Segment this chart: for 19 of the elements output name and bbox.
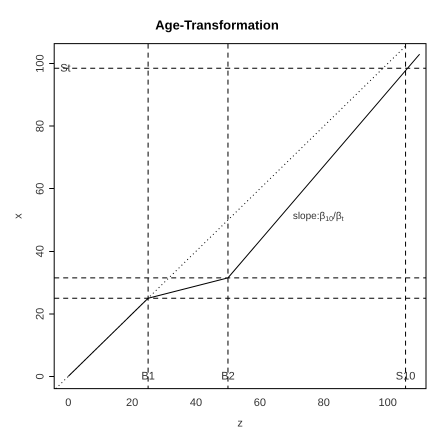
x-tick-label: 60 bbox=[254, 397, 266, 410]
x-tick-label: 80 bbox=[318, 397, 330, 410]
y-tick-label: 80 bbox=[34, 120, 47, 132]
y-axis-title: x bbox=[12, 212, 25, 219]
ref-line-label: B2 bbox=[221, 370, 235, 382]
x-tick-label: 100 bbox=[378, 397, 397, 410]
x-tick-label: 40 bbox=[190, 397, 202, 410]
y-tick-label: 40 bbox=[34, 245, 47, 258]
ref-line-label: S10 bbox=[396, 370, 416, 382]
x-axis-title: z bbox=[237, 417, 243, 430]
ref-line-label: B1 bbox=[141, 370, 155, 382]
y-tick-label: 0 bbox=[34, 373, 47, 380]
y-tick-label: 60 bbox=[34, 182, 47, 195]
y-tick-label: 100 bbox=[34, 54, 47, 73]
ref-line-label: St bbox=[60, 62, 71, 74]
y-tick-label: 20 bbox=[34, 308, 47, 320]
x-tick-label: 0 bbox=[65, 397, 72, 410]
x-tick-label: 20 bbox=[126, 397, 138, 410]
chart-title: Age-Transformation bbox=[155, 17, 279, 32]
